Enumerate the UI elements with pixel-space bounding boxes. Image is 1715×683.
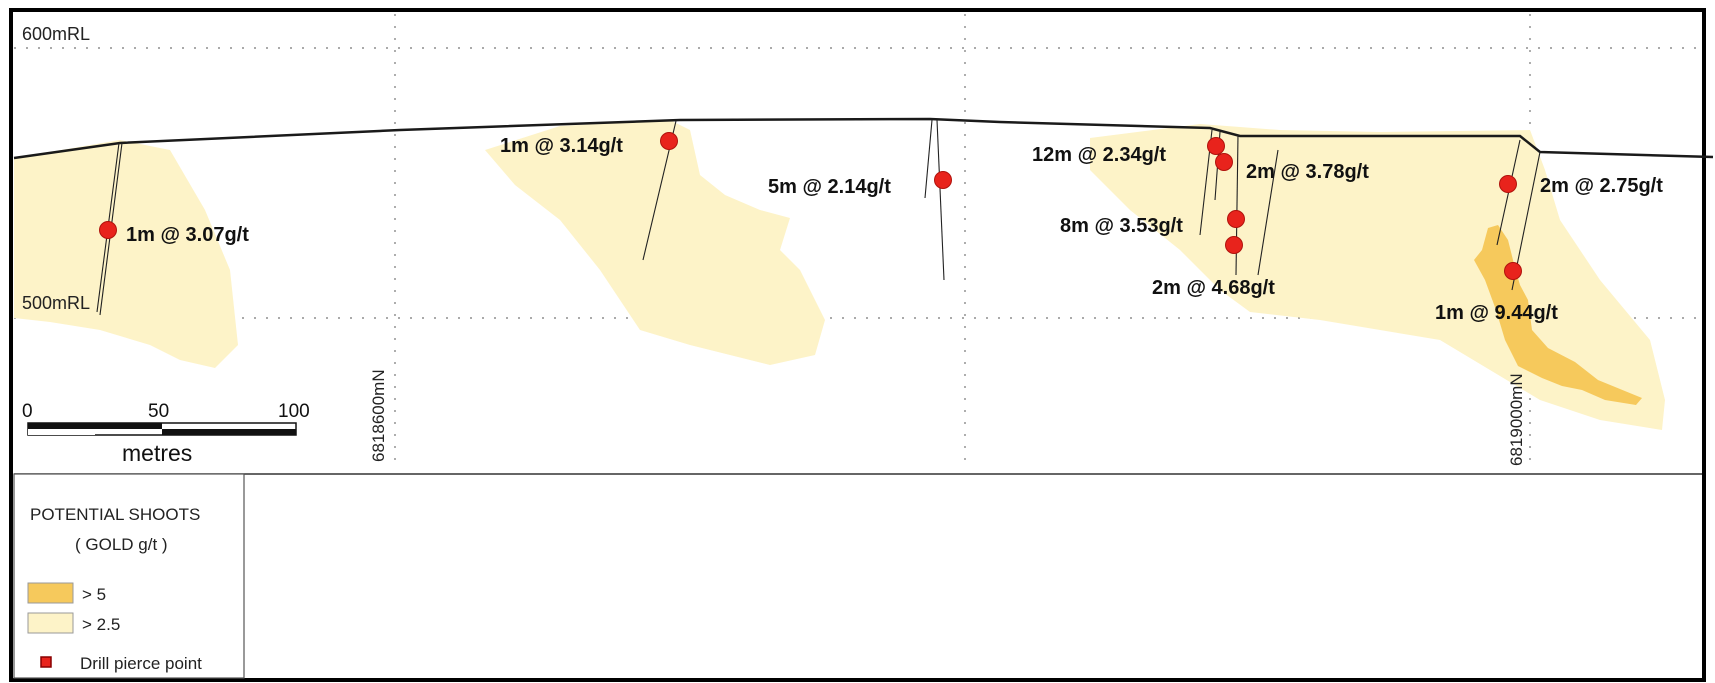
shoot-central: [485, 120, 825, 365]
scale-tick-50: 50: [148, 401, 169, 422]
pierce-point: [1227, 210, 1245, 228]
scale-bar: 0 50 100 metres: [22, 401, 310, 466]
intercept-label: 1m @ 9.44g/t: [1435, 302, 1558, 324]
topographic-surface: [13, 117, 1714, 160]
intercept-label: 8m @ 3.53g/t: [1060, 215, 1183, 237]
pierce-point: [1207, 137, 1225, 155]
scale-tick-100: 100: [278, 401, 310, 422]
northing-label-west: 6818600mN: [369, 369, 388, 462]
legend-swatch-low: [27, 612, 74, 634]
scale-unit: metres: [122, 440, 192, 466]
legend-label-pierce: Drill pierce point: [80, 654, 202, 673]
pierce-point: [1499, 175, 1517, 193]
legend-label-low: > 2.5: [82, 615, 120, 634]
pierce-point: [99, 221, 117, 239]
intercept-label: 1m @ 3.14g/t: [500, 135, 623, 157]
legend-pierce-icon: [40, 656, 52, 668]
legend-title: POTENTIAL SHOOTS: [30, 505, 200, 524]
legend-box: [13, 473, 245, 679]
legend-subtitle: ( GOLD g/t ): [75, 535, 168, 554]
legend-swatch-high: [27, 582, 74, 604]
pierce-point: [1215, 153, 1233, 171]
pierce-point: [1225, 236, 1243, 254]
intercept-label: 2m @ 2.75g/t: [1540, 175, 1663, 197]
scale-tick-0: 0: [22, 401, 33, 422]
high-grade-shoot: [1474, 225, 1642, 405]
shoot-west: [14, 140, 238, 368]
intercept-label: 5m @ 2.14g/t: [768, 176, 891, 198]
elevation-label-500: 500mRL: [22, 293, 90, 313]
intercept-label: 12m @ 2.34g/t: [1032, 144, 1166, 166]
pierce-point: [1504, 262, 1522, 280]
northing-label-east: 6819000mN: [1507, 373, 1526, 466]
intercept-label: 1m @ 3.07g/t: [126, 224, 249, 246]
intercept-label: 2m @ 3.78g/t: [1246, 161, 1369, 183]
section-frame: [9, 8, 1706, 682]
legend-label-high: > 5: [82, 585, 106, 604]
pierce-point: [660, 132, 678, 150]
pierce-points: [99, 132, 1522, 280]
intercept-label: 2m @ 4.68g/t: [1152, 277, 1275, 299]
elevation-label-600: 600mRL: [22, 24, 90, 44]
pierce-point: [934, 171, 952, 189]
